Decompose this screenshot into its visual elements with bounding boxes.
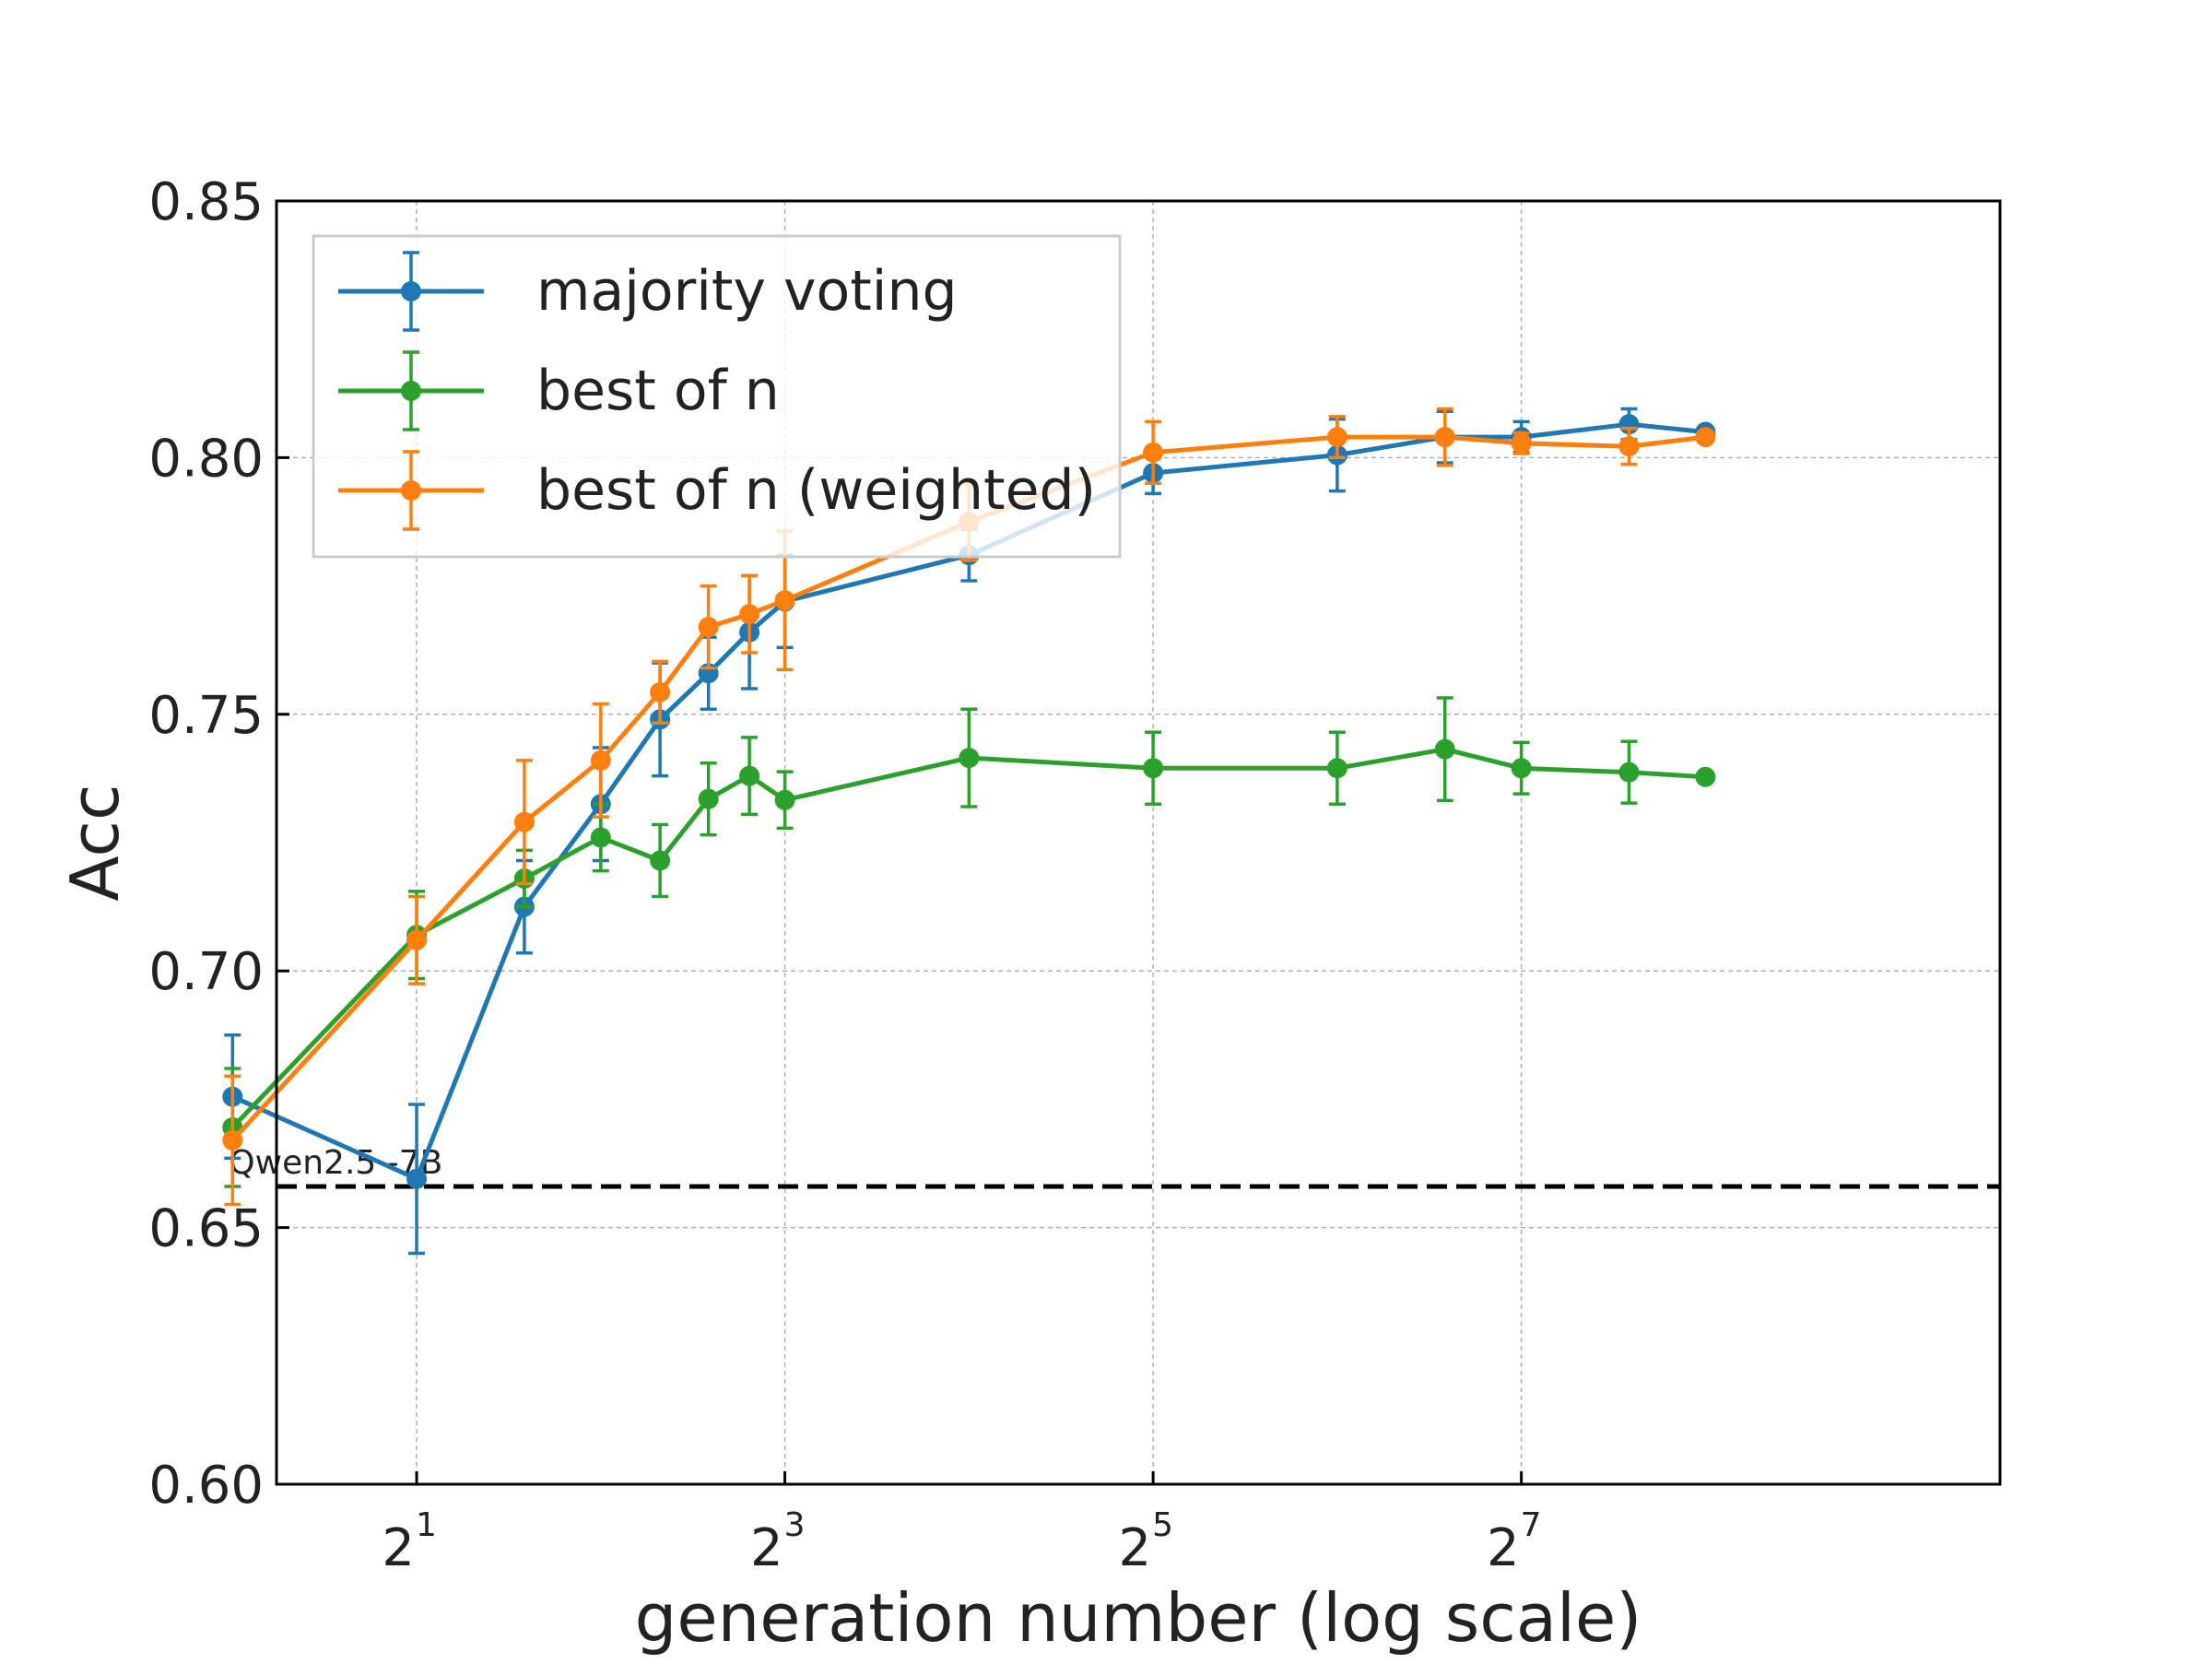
data-point [774,789,795,810]
legend-entry: best of n [338,350,780,431]
data-point [739,604,760,625]
data-point [959,748,980,769]
data-point [513,811,535,832]
data-point [1618,436,1640,457]
data-point [650,850,671,871]
y-tick-label: 0.60 [148,1456,264,1516]
x-tick-exponent: 5 [1152,1506,1173,1544]
data-point [698,788,719,809]
x-tick-label: 2 [750,1518,783,1578]
grid-lines [276,201,2000,1484]
data-point [1434,427,1455,448]
y-tick-label: 0.80 [148,429,264,489]
data-point [739,765,760,786]
data-point [1695,427,1716,448]
data-point [1143,442,1164,463]
legend-marker [401,480,421,501]
x-tick-exponent: 1 [416,1506,437,1544]
data-point [1695,766,1716,787]
y-tick-label: 0.75 [148,686,264,746]
y-tick-label: 0.65 [148,1199,264,1259]
x-tick-exponent: 7 [1521,1506,1542,1544]
data-point [1326,758,1347,779]
x-tick-label: 2 [1118,1518,1151,1578]
data-point [406,929,428,950]
legend-label: best of n [536,359,780,423]
axis-ticks: 0.600.650.700.750.800.852 1 2 3 2 5 2 7 [148,172,1541,1578]
x-tick-exponent: 3 [784,1506,806,1544]
x-axis-title: generation number (log scale) [635,1579,1642,1657]
plot-frame [275,199,2002,1486]
legend-marker [401,281,421,301]
data-point [1618,761,1640,783]
series-group [222,407,1716,1256]
y-tick-label: 0.70 [148,942,264,1002]
x-tick-label: 2 [382,1518,415,1578]
data-point [774,590,795,611]
data-point [1434,738,1455,760]
data-point [1511,758,1532,779]
legend-label: best of n (weighted) [536,458,1096,523]
legend: majority voting best of n best of n (weigh… [312,234,1122,559]
data-point [1326,427,1347,448]
legend-marker [401,381,421,401]
y-axis-title: Acc [56,784,134,901]
data-point [222,1129,243,1151]
data-point [406,1168,428,1189]
x-tick-label: 2 [1487,1518,1520,1578]
data-point [590,827,611,848]
legend-entry: best of n (weighted) [338,450,1096,531]
legend-label: majority voting [536,259,958,324]
data-point [650,681,671,702]
data-point [1143,758,1164,779]
legend-entry: majority voting [338,251,958,332]
data-point [698,617,719,638]
y-tick-label: 0.85 [148,172,264,232]
data-point [1511,432,1532,454]
data-point [590,749,611,771]
